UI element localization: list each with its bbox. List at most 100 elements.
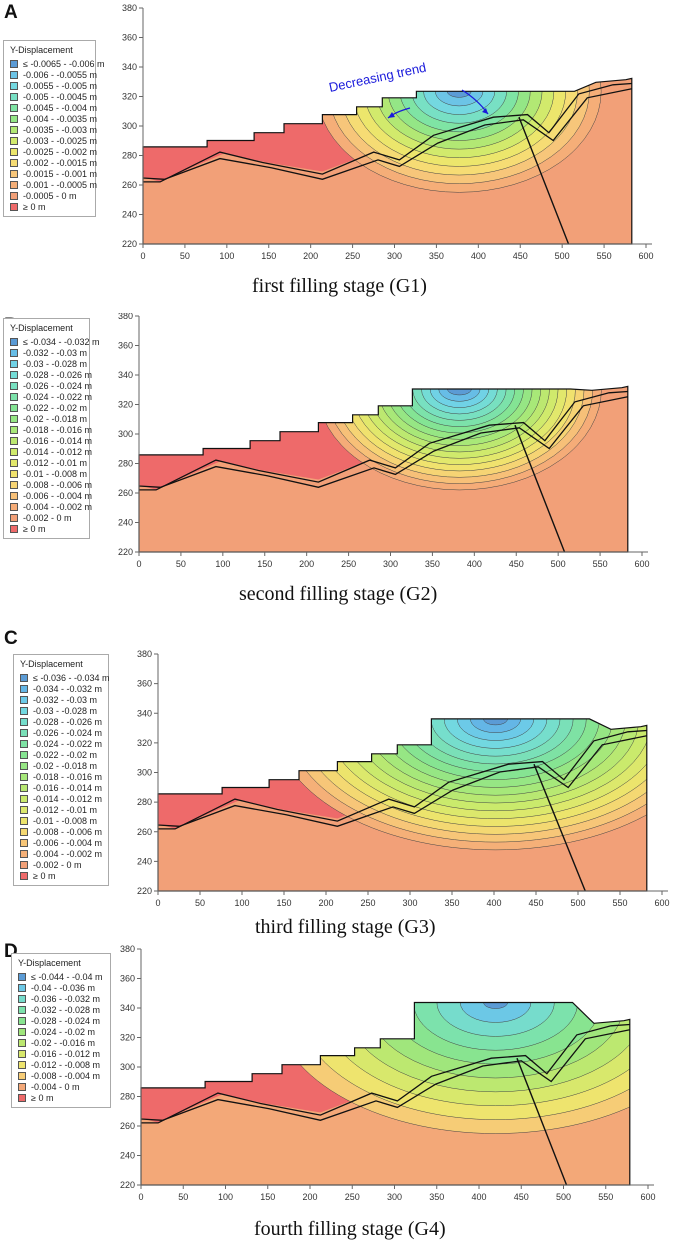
legend-item: -0.016 - -0.014 m (10, 435, 92, 446)
legend-label: -0.028 - -0.026 m (33, 716, 103, 727)
section-plot: 220 240 260 280 300 320 340 360 380 0 50 100 150 200 2… (120, 944, 656, 1202)
legend-item: -0.024 - -0.022 m (10, 391, 92, 402)
caption: third filling stage (G3) (255, 916, 436, 938)
legend-item: -0.016 - -0.014 m (20, 782, 102, 793)
legend-label: -0.005 - -0.0045 m (23, 91, 98, 102)
x-tick-label: 300 (387, 251, 402, 261)
y-tick-label: 340 (118, 370, 133, 380)
legend-item: -0.006 - -0.004 m (20, 837, 102, 848)
legend-item: -0.022 - -0.02 m (20, 749, 102, 760)
y-tick-label: 260 (122, 180, 137, 190)
y-tick-label: 220 (122, 239, 137, 249)
x-tick-label: 300 (402, 898, 417, 908)
legend-item: -0.034 - -0.032 m (20, 683, 102, 694)
legend-item: -0.002 - 0 m (10, 512, 83, 523)
uplift-zone (139, 389, 430, 490)
legend-item: ≤ -0.044 - -0.04 m (18, 971, 104, 982)
y-tick-label: 240 (120, 1151, 135, 1161)
legend-label: -0.032 - -0.03 m (23, 347, 88, 358)
x-tick-label: 150 (261, 251, 276, 261)
legend-swatch (10, 180, 18, 189)
legend-label: -0.0015 - -0.001 m (23, 168, 98, 179)
legend-label: -0.026 - -0.024 m (23, 380, 93, 391)
legend-label: -0.026 - -0.024 m (33, 727, 103, 738)
stratum-line (143, 82, 632, 183)
legend-swatch (18, 1038, 26, 1047)
legend-swatch (20, 849, 28, 858)
y-tick-label: 340 (120, 1003, 135, 1013)
displacement-field (141, 1002, 630, 1185)
legend-swatch (10, 458, 18, 467)
legend-swatch (10, 70, 18, 79)
legend-swatch (20, 772, 28, 781)
legend-swatch (20, 805, 28, 814)
legend-label: -0.024 - -0.022 m (33, 738, 103, 749)
legend-item: -0.005 - -0.0045 m (10, 91, 97, 102)
legend-item: ≤ -0.034 - -0.032 m (10, 336, 99, 347)
y-tick-label: 300 (137, 768, 152, 778)
stratum-line (143, 88, 632, 180)
legend-swatch (10, 392, 18, 401)
legend-item: -0.024 - -0.02 m (18, 1026, 104, 1037)
legend-item: -0.006 - -0.0055 m (10, 69, 97, 80)
x-tick-label: 600 (638, 251, 653, 261)
y-tick-label: 380 (118, 313, 133, 321)
legend-swatch (20, 717, 28, 726)
x-tick-label: 150 (257, 559, 272, 569)
legend-item: -0.008 - -0.006 m (10, 479, 92, 490)
legend-label: -0.006 - -0.004 m (23, 490, 93, 501)
legend-label: -0.024 - -0.022 m (23, 391, 93, 402)
legend-swatch (10, 158, 18, 167)
legend-item: -0.0055 - -0.005 m (10, 80, 97, 91)
panel-b: B 22024026028030032034036038005010015020… (0, 313, 678, 626)
section-plot: 220 240 260 280 300 320 340 360 380 0 50 100 150 200 2… (118, 313, 650, 569)
legend-item: -0.003 - -0.0025 m (10, 135, 97, 146)
y-tick-label: 360 (120, 974, 135, 984)
legend-swatch (10, 92, 18, 101)
legend-swatch (10, 103, 18, 112)
legend-swatch (20, 673, 28, 682)
y-tick-label: 340 (137, 708, 152, 718)
legend-item: -0.01 - -0.008 m (10, 468, 87, 479)
legend-swatch (20, 838, 28, 847)
legend-item: -0.02 - -0.018 m (10, 413, 87, 424)
legend-swatch (10, 337, 18, 346)
y-tick-label: 380 (122, 3, 137, 13)
y-tick-label: 240 (122, 210, 137, 220)
legend-label: -0.008 - -0.006 m (23, 479, 93, 490)
fault-line (533, 763, 586, 892)
arrowhead-icon (482, 108, 488, 114)
y-tick-label: 320 (137, 738, 152, 748)
legend-label: -0.008 - -0.006 m (33, 826, 103, 837)
legend-label: ≥ 0 m (33, 870, 56, 881)
legend-item: -0.006 - -0.004 m (10, 490, 92, 501)
legend-swatch (10, 169, 18, 178)
panel-c: C 220 240 260 280 300 320 340 360 380 0 50 100 150 20… (0, 626, 678, 939)
legend-swatch (20, 871, 28, 880)
arrowhead-icon (388, 112, 395, 118)
x-tick-label: 450 (509, 559, 524, 569)
legend-swatch (20, 783, 28, 792)
x-tick-label: 100 (234, 898, 249, 908)
x-tick-label: 200 (299, 559, 314, 569)
x-tick-label: 550 (612, 898, 627, 908)
legend-item: -0.018 - -0.016 m (20, 771, 102, 782)
y-tick-label: 300 (122, 121, 137, 131)
legend-item: -0.014 - -0.012 m (20, 793, 102, 804)
legend-item: -0.008 - -0.004 m (18, 1070, 104, 1081)
legend-item: -0.002 - -0.0015 m (10, 157, 97, 168)
legend-label: -0.014 - -0.012 m (33, 793, 103, 804)
x-tick-label: 150 (260, 1192, 275, 1202)
legend-item: ≥ 0 m (20, 870, 102, 881)
x-tick-label: 550 (598, 1192, 613, 1202)
legend-swatch (20, 684, 28, 693)
x-tick-label: 350 (429, 251, 444, 261)
x-tick-label: 450 (514, 1192, 529, 1202)
ground-surface (142, 77, 633, 245)
y-tick-label: 300 (120, 1062, 135, 1072)
x-tick-label: 550 (597, 251, 612, 261)
y-tick-label: 320 (120, 1033, 135, 1043)
legend: Y-Displacement ≤ -0.034 - -0.032 m -0.032… (3, 318, 99, 539)
legend-label: -0.002 - 0 m (23, 512, 72, 523)
stratum-line (139, 396, 628, 488)
